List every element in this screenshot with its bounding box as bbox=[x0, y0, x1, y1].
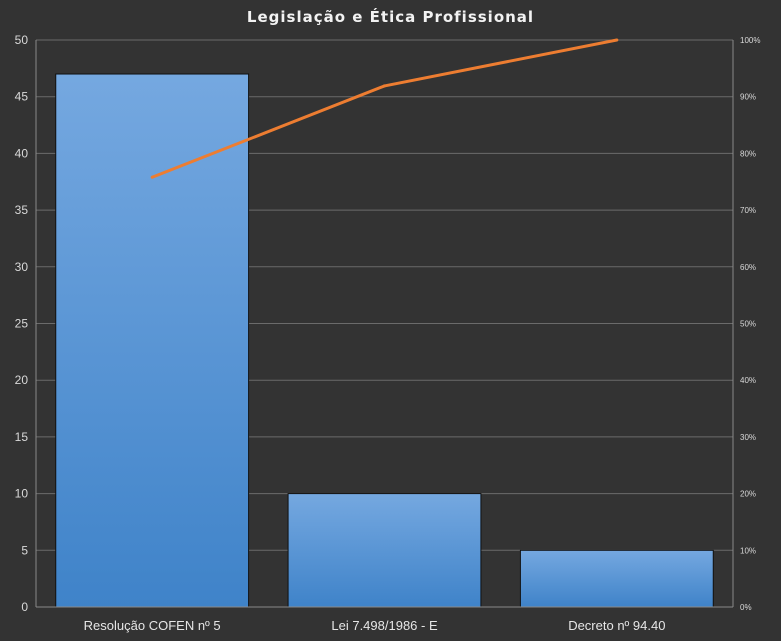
y-axis-ticks: 0 5 10 15 20 25 30 35 40 45 50 bbox=[15, 33, 29, 614]
chart-title: Legislação e Ética Profissional bbox=[246, 8, 535, 26]
y2-tick-label: 20% bbox=[740, 490, 756, 499]
y-tick-label: 15 bbox=[15, 430, 29, 444]
y-tick-label: 10 bbox=[15, 487, 29, 501]
bar bbox=[287, 493, 482, 608]
y2-tick-label: 30% bbox=[740, 433, 756, 442]
y2-tick-label: 40% bbox=[740, 376, 756, 385]
x-axis-ticks: Resolução COFEN nº 5 Lei 7.498/1986 - E De… bbox=[84, 618, 666, 633]
y2-tick-label: 90% bbox=[740, 93, 756, 102]
y-tick-label: 20 bbox=[15, 373, 29, 387]
y-tick-label: 0 bbox=[21, 600, 28, 614]
y-tick-label: 50 bbox=[15, 33, 29, 47]
y2-tick-label: 10% bbox=[740, 546, 756, 555]
y-tick-label: 5 bbox=[21, 543, 28, 557]
line-point bbox=[383, 84, 386, 88]
line-point bbox=[615, 38, 619, 42]
y2-tick-label: 100% bbox=[740, 36, 760, 45]
y2-axis-ticks: 0% 10% 20% 30% 40% 50% 60% 70% 80% 90% 100% bbox=[740, 36, 760, 612]
cumulative-line-series bbox=[150, 38, 619, 179]
y-tick-label: 40 bbox=[15, 146, 29, 160]
y-tick-label: 45 bbox=[15, 90, 29, 104]
y-tick-label: 30 bbox=[15, 260, 29, 274]
x-tick-label: Resolução COFEN nº 5 bbox=[84, 618, 221, 633]
y2-tick-label: 0% bbox=[740, 603, 752, 612]
bar bbox=[55, 73, 250, 608]
y2-tick-label: 50% bbox=[740, 320, 756, 329]
y2-tick-label: 70% bbox=[740, 206, 756, 215]
y-tick-label: 35 bbox=[15, 203, 29, 217]
y2-tick-label: 60% bbox=[740, 263, 756, 272]
x-tick-label: Lei 7.498/1986 - E bbox=[331, 618, 438, 633]
y2-tick-label: 80% bbox=[740, 149, 756, 158]
axes bbox=[35, 40, 734, 608]
x-tick-label: Decreto nº 94.40 bbox=[568, 618, 665, 633]
bar-series bbox=[55, 73, 714, 608]
bar bbox=[519, 549, 714, 608]
line-point bbox=[150, 175, 154, 179]
y-tick-label: 25 bbox=[15, 317, 29, 331]
